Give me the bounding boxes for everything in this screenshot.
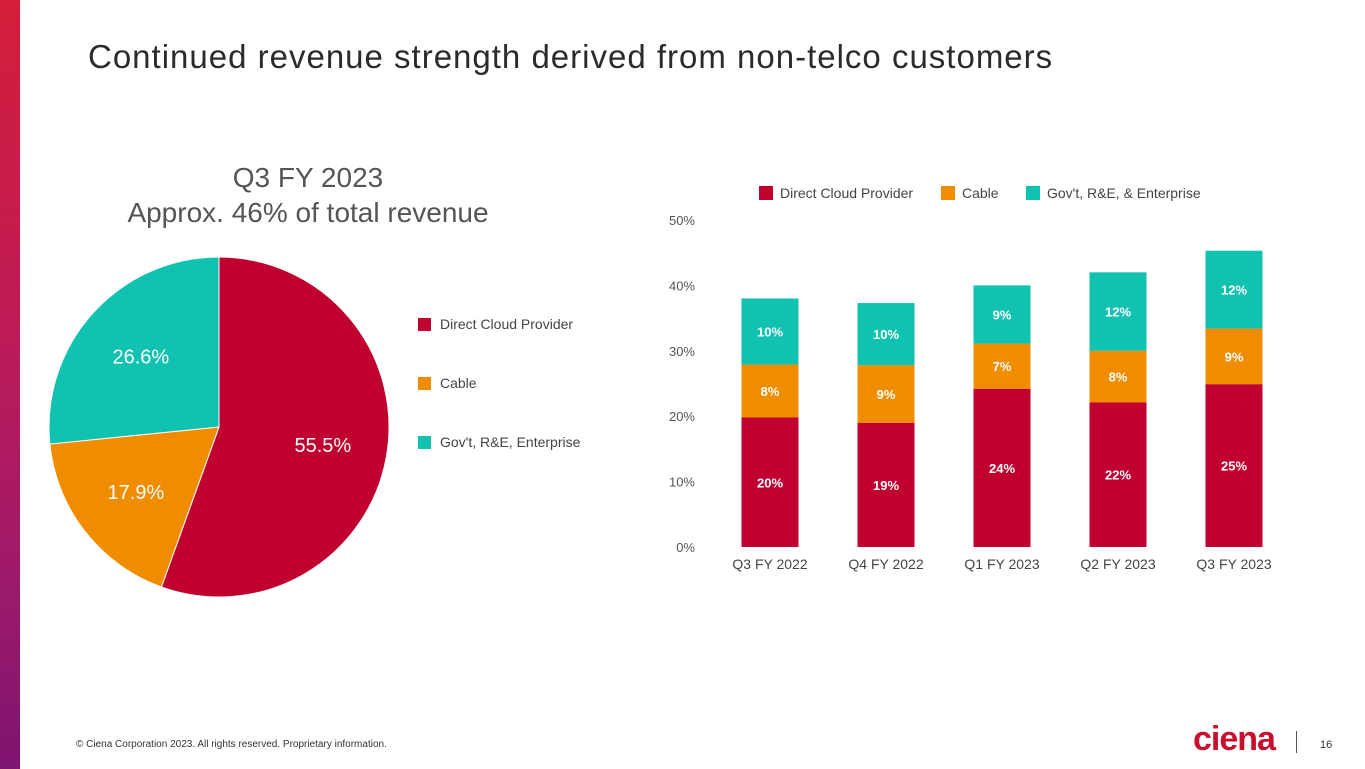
y-tick-label: 50% — [669, 213, 695, 228]
bar-data-label: 19% — [873, 478, 899, 493]
y-tick-label: 20% — [669, 409, 695, 424]
x-tick-label: Q3 FY 2023 — [1196, 556, 1271, 572]
copyright-footer: © Ciena Corporation 2023. All rights res… — [76, 739, 387, 750]
bar-segment — [973, 285, 1031, 344]
bar-data-label: 20% — [757, 475, 783, 490]
pie-slice-label: 26.6% — [112, 346, 169, 368]
legend-swatch — [418, 377, 431, 390]
legend-swatch — [418, 436, 431, 449]
legend-label: Cable — [440, 375, 477, 391]
x-tick-label: Q3 FY 2022 — [732, 556, 807, 572]
y-tick-label: 40% — [669, 278, 695, 293]
bar-segment — [1205, 384, 1263, 547]
x-tick-label: Q2 FY 2023 — [1080, 556, 1155, 572]
x-tick-label: Q4 FY 2022 — [848, 556, 923, 572]
accent-side-bar — [0, 0, 20, 769]
bar-segment — [741, 298, 799, 365]
footer-divider — [1296, 731, 1297, 753]
bar-data-label: 8% — [761, 384, 780, 399]
legend-swatch — [759, 186, 773, 200]
y-tick-label: 30% — [669, 344, 695, 359]
bar-data-label: 10% — [757, 325, 783, 340]
bar-segment — [857, 422, 915, 547]
y-tick-label: 10% — [669, 475, 695, 490]
bar-data-label: 8% — [1109, 370, 1128, 385]
bar-segment — [1089, 350, 1147, 403]
bar-data-label: 12% — [1105, 305, 1131, 320]
bar-segment — [1089, 272, 1147, 351]
pie-slice-label: 55.5% — [294, 435, 351, 457]
slide-title: Continued revenue strength derived from … — [88, 38, 1054, 75]
legend-label: Direct Cloud Provider — [780, 185, 914, 201]
bar-data-label: 7% — [993, 359, 1012, 374]
legend-label: Cable — [962, 185, 999, 201]
pie-subtitle-line: Approx. 46% of total revenue — [127, 197, 489, 228]
stacked-bar-chart: 0% 10% 20% 30% 40% 50% 20% 8% 10% Q3 FY 2022 19% 9%… — [669, 213, 1272, 572]
bar-segment — [741, 417, 799, 547]
bar-segment — [1205, 250, 1263, 329]
page-number: 16 — [1320, 739, 1333, 751]
bar-segment — [741, 364, 799, 418]
legend-swatch — [418, 318, 431, 331]
bar-segment — [857, 303, 915, 366]
pie-chart-title: Q3 FY 2023 Approx. 46% of total revenue — [78, 160, 538, 230]
y-tick-label: 0% — [676, 540, 695, 555]
bar-data-label: 9% — [877, 387, 896, 402]
legend-swatch — [1026, 186, 1040, 200]
pie-slice — [49, 426, 220, 588]
bar-segment — [973, 343, 1031, 389]
x-tick-label: Q1 FY 2023 — [964, 556, 1039, 572]
pie-slice — [48, 256, 220, 445]
ciena-logo: ciena — [1193, 720, 1276, 758]
pie-slice-label: 17.9% — [108, 482, 165, 504]
bar-data-label: 22% — [1105, 468, 1131, 483]
bar-data-label: 9% — [1225, 349, 1244, 364]
bar-segment — [973, 388, 1031, 547]
bar-data-label: 10% — [873, 327, 899, 342]
legend-label: Gov't, R&E, & Enterprise — [1047, 185, 1201, 201]
pie-chart: 55.5% 17.9% 26.6% — [48, 256, 390, 598]
bar-data-label: 12% — [1221, 283, 1247, 298]
legend-swatch — [941, 186, 955, 200]
pie-title-line: Q3 FY 2023 — [232, 162, 384, 193]
bar-segment — [1205, 328, 1263, 385]
bar-segment — [1089, 402, 1147, 547]
legend-label: Gov't, R&E, Enterprise — [440, 434, 581, 450]
legend-label: Direct Cloud Provider — [440, 316, 574, 332]
pie-slice — [160, 256, 390, 598]
bar-segment — [857, 365, 915, 423]
bar-data-label: 9% — [993, 308, 1012, 323]
bar-data-label: 24% — [989, 461, 1015, 476]
bar-data-label: 25% — [1221, 459, 1247, 474]
